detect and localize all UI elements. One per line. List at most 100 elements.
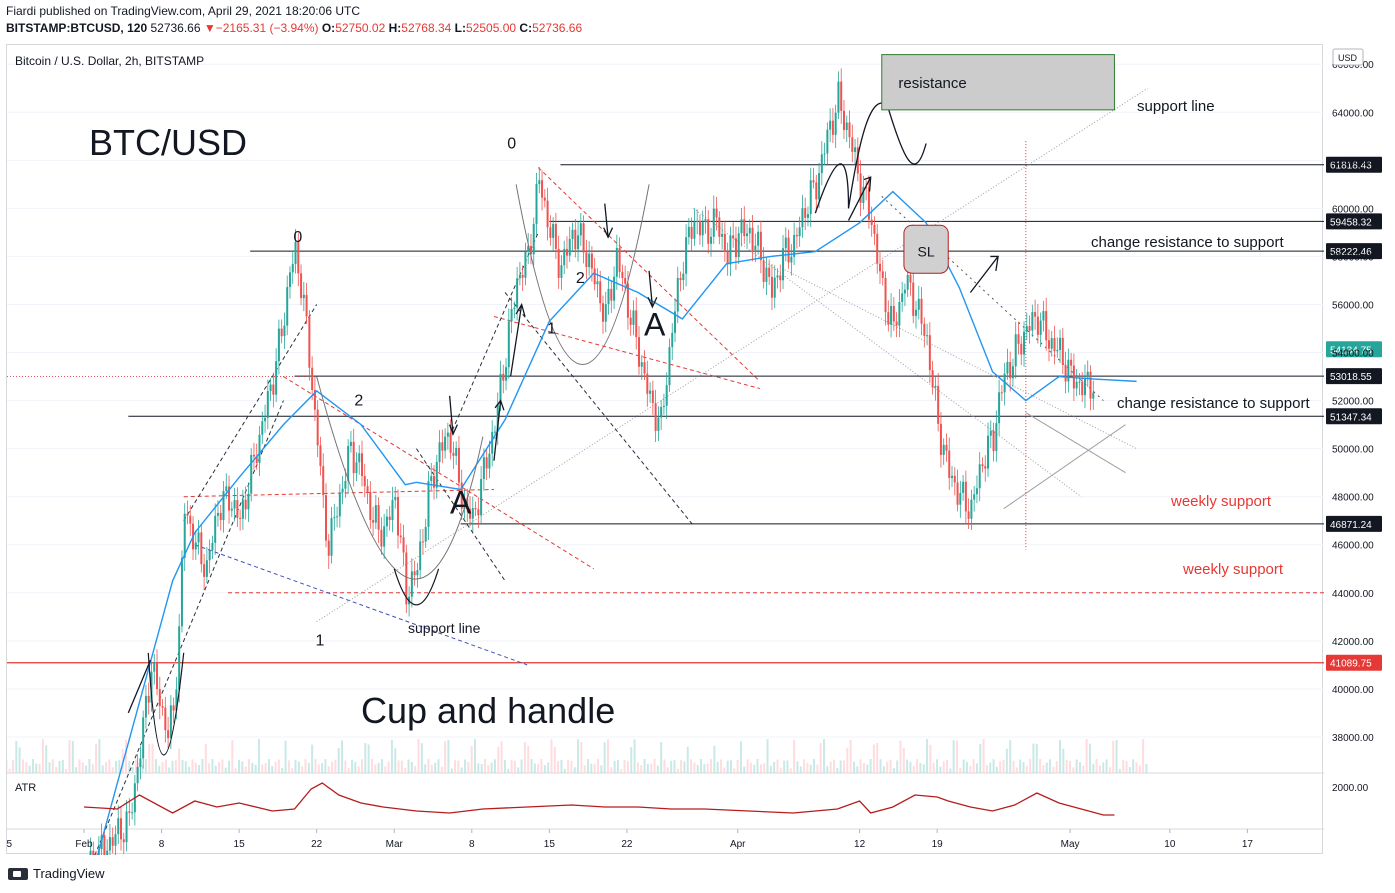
candle-body (1059, 337, 1062, 351)
candle-body (948, 450, 951, 478)
volume-bar (630, 747, 633, 773)
volume-bar (181, 759, 184, 773)
candle-body (252, 454, 255, 457)
candle-body (989, 430, 992, 436)
candle-body (834, 112, 837, 135)
candle-body (305, 294, 308, 317)
candle-body (806, 214, 809, 218)
candle-body (1050, 338, 1053, 349)
candle-body (1045, 311, 1048, 341)
volume-bar (51, 759, 54, 773)
candle-body (1081, 381, 1084, 396)
candle-body (840, 81, 843, 111)
volume-bar (174, 760, 177, 773)
candle-body (845, 122, 848, 131)
chart-panel[interactable]: 61818.43 59458.32 58222.46 54134.75 53018.55… (6, 44, 1382, 855)
volume-bar (616, 760, 619, 773)
candle-body (203, 564, 206, 577)
volume-bar (1009, 740, 1012, 773)
volume-bar (1112, 741, 1115, 773)
candle-body (734, 238, 737, 258)
candle-body (516, 278, 519, 308)
volume-bar (570, 760, 573, 773)
candle-body (419, 541, 422, 571)
sl-bubble (903, 224, 949, 274)
candle-body (430, 476, 433, 482)
atr-label: ATR (15, 782, 36, 794)
volume-bar (942, 761, 945, 773)
candle-body (546, 200, 549, 228)
volume-bar (95, 743, 98, 773)
wave-zero-label: 0 (507, 135, 516, 152)
chart-svg[interactable]: 61818.43 59458.32 58222.46 54134.75 53018.55… (7, 45, 1394, 855)
volume-bar (108, 759, 111, 773)
cup-mini (393, 568, 440, 606)
volume-bar (31, 759, 34, 773)
candle-body (313, 390, 316, 410)
candle-body (765, 267, 768, 282)
candle-body (984, 466, 987, 469)
y-tick-label: 52000.00 (1332, 397, 1374, 408)
x-tick-label: Mar (386, 839, 404, 850)
currency-box (1332, 48, 1364, 66)
candle-body (917, 298, 920, 310)
volume-bar (400, 760, 403, 773)
candle-body (211, 542, 214, 551)
candle-body (197, 532, 200, 543)
candle-body (710, 236, 713, 244)
volume-bar (1005, 748, 1008, 773)
volume-bar (952, 740, 955, 773)
volume-bar (347, 768, 350, 773)
candle-body (671, 332, 674, 348)
volume-bar (168, 767, 171, 773)
candle-body (200, 532, 203, 565)
candle-body (668, 347, 671, 386)
volume-bar (779, 767, 782, 773)
volume-bar (1042, 765, 1045, 773)
volume-bar (311, 744, 314, 773)
candle-body (136, 766, 139, 784)
candle-body (721, 233, 724, 237)
volume-bar (842, 760, 845, 773)
volume-bar (128, 761, 131, 773)
volume-bar (124, 739, 127, 773)
axes: 38000.00 40000.00 42000.00 44000.00 46000.00… (7, 48, 1374, 850)
volume-bar (417, 739, 420, 773)
candle-body (300, 273, 303, 299)
volume-bar (1029, 759, 1032, 773)
candle-body (881, 271, 884, 278)
candle-body (255, 456, 258, 463)
candle-body (638, 337, 640, 367)
candle-body (582, 223, 585, 253)
candle-body (674, 311, 677, 333)
volume-bar (640, 765, 643, 773)
volume-bar (487, 765, 490, 773)
volume-bar (660, 742, 663, 773)
volume-bar (922, 764, 925, 773)
descending-dotted (781, 267, 1137, 450)
candle-body (1017, 334, 1020, 344)
volume-bar (663, 759, 666, 773)
volume-bar (1069, 760, 1072, 773)
candle-body (297, 241, 300, 274)
volume-bar (1049, 759, 1052, 773)
volume-bar (560, 759, 563, 773)
volume-bar (513, 760, 516, 773)
volume-bar (201, 759, 204, 773)
candle-body (718, 217, 721, 237)
volume-bar (1135, 762, 1138, 773)
candle-body (322, 466, 325, 496)
candle-body (250, 454, 253, 494)
volume-bar (131, 766, 134, 773)
low-value: 52505.00 (466, 21, 517, 35)
candle-body (532, 224, 535, 255)
candle-body (294, 241, 297, 264)
candle-body (541, 180, 544, 198)
arrow-down-icon (647, 270, 658, 309)
volume-bar (833, 759, 836, 773)
volume-bar (374, 764, 377, 773)
volume-bar (856, 766, 859, 773)
price-label-box (1326, 213, 1382, 230)
descending-red-line (537, 167, 761, 382)
volume-bar (1065, 760, 1068, 773)
